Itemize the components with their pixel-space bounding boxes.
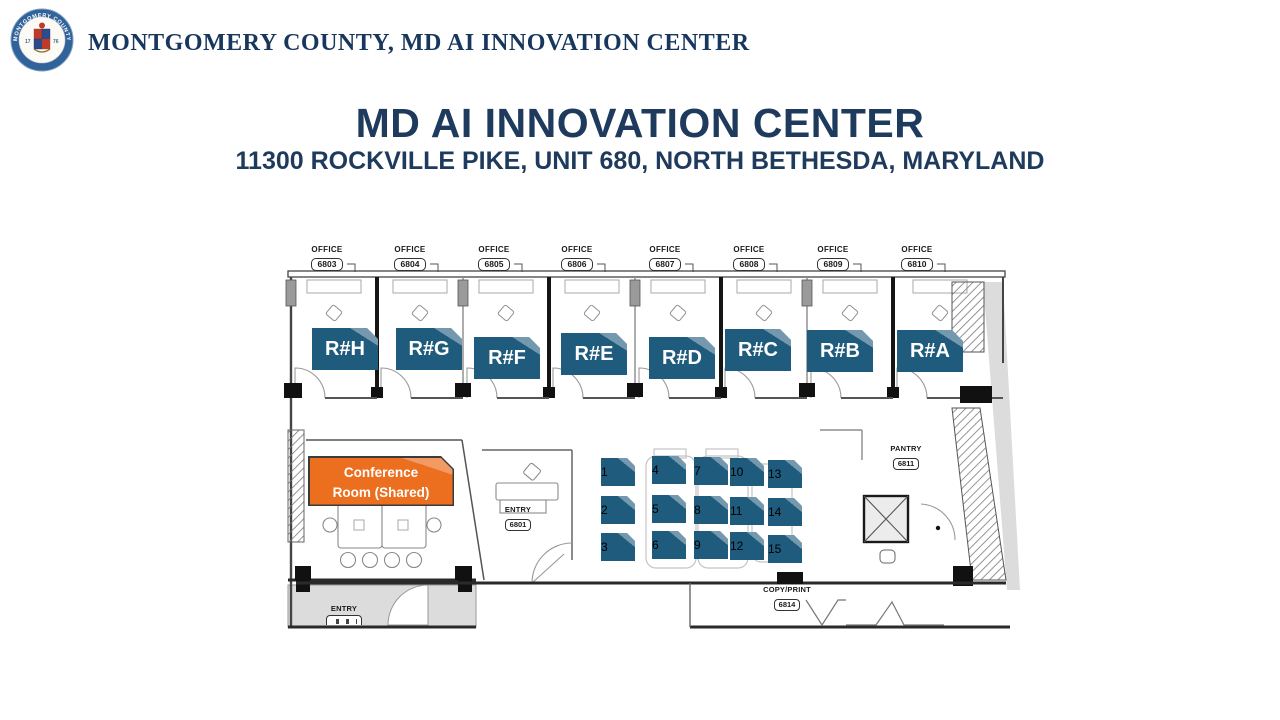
- room-tag-rh: R#H: [312, 328, 378, 370]
- pantry-tag-label: PANTRY: [890, 444, 922, 453]
- office-tag-number: 6807: [648, 258, 682, 271]
- room-tag-rd: R#D: [649, 337, 715, 379]
- desk-tag-14: 14: [768, 498, 802, 526]
- entry-tag: ENTRY 6801: [492, 505, 544, 532]
- desk-tag-9: 9: [694, 531, 728, 559]
- desk-tag-2: 2: [601, 496, 635, 524]
- floor-plan-drawing: [284, 263, 1020, 629]
- office-tag-6803: OFFICE 6803: [299, 245, 355, 272]
- slide-subtitle: 11300 ROCKVILLE PIKE, UNIT 680, NORTH BE…: [235, 147, 1045, 175]
- desk-tag-11: 11: [730, 497, 764, 525]
- office-tag-6805: OFFICE 6805: [466, 245, 522, 272]
- conference-room: [287, 429, 485, 582]
- office-tag-label: OFFICE: [901, 245, 933, 254]
- room-tag-re: R#E: [561, 333, 627, 375]
- desk-tag-4: 4: [652, 456, 686, 484]
- desk-tag-3: 3: [601, 533, 635, 561]
- office-tag-6806: OFFICE 6806: [549, 245, 605, 272]
- office-tag-6809: OFFICE 6809: [805, 245, 861, 272]
- desk-tag-13: 13: [768, 460, 802, 488]
- desk-tag-1: 1: [601, 458, 635, 486]
- entry-tag-number: 6801: [504, 519, 532, 531]
- entry-bottom-tag-number-clipped: [326, 615, 362, 625]
- office-tag-number: 6805: [477, 258, 511, 271]
- copy-print-tag: COPY/PRINT 6814: [757, 585, 817, 612]
- office-tag-label: OFFICE: [817, 245, 849, 254]
- entry-bottom-tag-label: ENTRY: [330, 604, 358, 613]
- office-tag-label: OFFICE: [733, 245, 765, 254]
- conference-tag-fill: [310, 458, 453, 505]
- desk-tag-7: 7: [694, 457, 728, 485]
- desk-tag-12: 12: [730, 532, 764, 560]
- office-tag-6804: OFFICE 6804: [382, 245, 438, 272]
- copy-print-tag-number: 6814: [773, 599, 801, 611]
- desk-tag-15: 15: [768, 535, 802, 563]
- office-tag-6807: OFFICE 6807: [637, 245, 693, 272]
- room-tag-rf: R#F: [474, 337, 540, 379]
- conference-tag-line1: Conference: [343, 465, 419, 480]
- office-tag-6810: OFFICE 6810: [889, 245, 945, 272]
- office-tag-number: 6806: [560, 258, 594, 271]
- pantry-tag-number: 6811: [892, 458, 920, 470]
- office-tag-label: OFFICE: [561, 245, 593, 254]
- office-tag-label: OFFICE: [649, 245, 681, 254]
- copy-print-tag-label: COPY/PRINT: [763, 585, 811, 594]
- copy-print-room: [296, 572, 1010, 629]
- pantry-area: [820, 281, 1007, 586]
- tag-connectors: [347, 263, 946, 272]
- slide-title: MD AI INNOVATION CENTER: [355, 100, 925, 146]
- office-tag-6808: OFFICE 6808: [721, 245, 777, 272]
- county-seal: MONTGOMERY COUNTY MARYLAND 17 76: [10, 8, 74, 72]
- pantry-tag: PANTRY 6811: [878, 444, 934, 471]
- conference-tag-line2: Room (Shared): [332, 484, 430, 500]
- entry-tag-label: ENTRY: [504, 505, 532, 514]
- reception-area: [482, 449, 573, 584]
- desk-tag-8: 8: [694, 496, 728, 524]
- office-tag-number: 6803: [310, 258, 344, 271]
- office-tag-label: OFFICE: [311, 245, 343, 254]
- header-title: MONTGOMERY COUNTY, MD AI INNOVATION CENT…: [88, 30, 750, 56]
- desk-tag-6: 6: [652, 531, 686, 559]
- room-tag-rc: R#C: [725, 329, 791, 371]
- office-tag-label: OFFICE: [394, 245, 426, 254]
- room-tag-rb: R#B: [807, 330, 873, 372]
- walls: [284, 270, 1006, 627]
- seal-year-left: 17: [25, 39, 31, 45]
- desk-tag-5: 5: [652, 495, 686, 523]
- office-tag-number: 6809: [816, 258, 850, 271]
- office-tag-label: OFFICE: [478, 245, 510, 254]
- office-tag-number: 6804: [393, 258, 427, 271]
- desk-tag-10: 10: [730, 458, 764, 486]
- room-tag-ra: R#A: [897, 330, 963, 372]
- office-furniture: [306, 279, 968, 322]
- conference-room-tag: Conference Room (Shared): [308, 456, 454, 506]
- office-tag-number: 6810: [900, 258, 934, 271]
- floor-plan: OFFICE 6803 OFFICE 6804 OFFICE 6805 OFFI…: [280, 228, 1020, 640]
- entry-bottom-tag: ENTRY: [318, 604, 370, 625]
- seal-year-right: 76: [53, 39, 59, 45]
- room-tag-rg: R#G: [396, 328, 462, 370]
- office-tag-number: 6808: [732, 258, 766, 271]
